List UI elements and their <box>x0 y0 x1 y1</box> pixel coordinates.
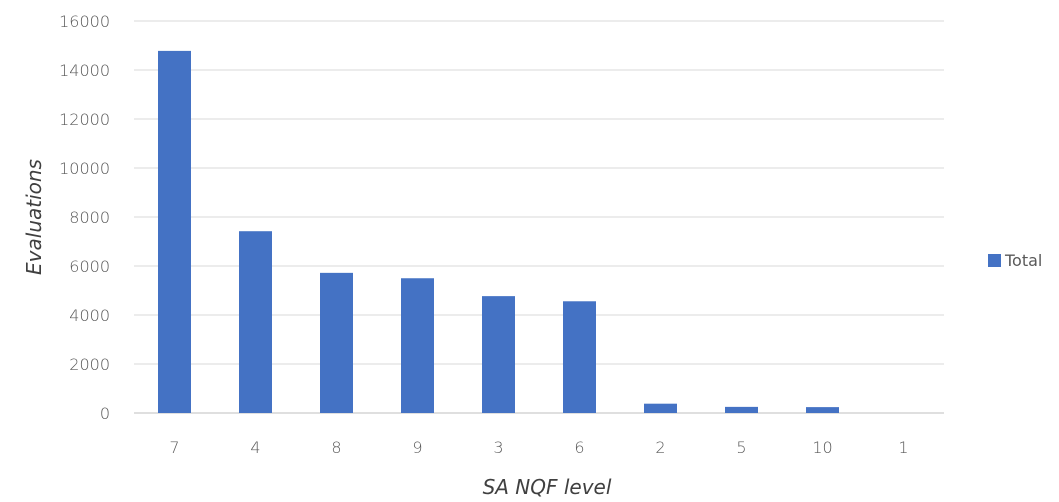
bar-level-3 <box>482 296 515 413</box>
bar-level-6 <box>563 301 596 413</box>
x-tick-label: 10 <box>812 438 832 457</box>
legend-label-total: Total <box>1004 251 1042 270</box>
x-tick-label: 9 <box>412 438 422 457</box>
y-tick-label: 4000 <box>69 306 110 325</box>
y-tick-label: 8000 <box>69 208 110 227</box>
legend-swatch-total <box>988 254 1001 267</box>
x-axis-ticks: 7 4 8 9 3 6 2 5 10 1 <box>169 438 908 457</box>
x-tick-label: 7 <box>169 438 179 457</box>
bar-level-9 <box>401 278 434 413</box>
bar-level-8 <box>320 272 353 413</box>
y-axis-ticks: 0 2000 4000 6000 8000 10000 12000 14000 16000 <box>59 12 110 423</box>
bar-level-4 <box>239 231 272 413</box>
x-tick-label: 8 <box>331 438 341 457</box>
bar-level-5 <box>725 406 758 413</box>
x-tick-label: 3 <box>493 438 503 457</box>
y-tick-label: 14000 <box>59 61 110 80</box>
x-tick-label: 1 <box>898 438 908 457</box>
y-tick-label: 2000 <box>69 355 110 374</box>
bar-level-2 <box>644 403 677 413</box>
bar-level-7 <box>158 50 191 413</box>
x-tick-label: 5 <box>736 438 746 457</box>
y-tick-label: 0 <box>100 404 110 423</box>
y-axis-title: Evaluations <box>22 159 46 275</box>
y-tick-label: 6000 <box>69 257 110 276</box>
x-tick-label: 2 <box>655 438 665 457</box>
y-tick-label: 16000 <box>59 12 110 31</box>
y-tick-label: 12000 <box>59 110 110 129</box>
y-tick-label: 10000 <box>59 159 110 178</box>
bar-level-10 <box>806 407 839 413</box>
legend: Total <box>988 251 1042 270</box>
x-axis-title: SA NQF level <box>483 475 612 498</box>
x-tick-label: 4 <box>250 438 260 457</box>
bars <box>158 50 839 413</box>
x-tick-label: 6 <box>574 438 584 457</box>
